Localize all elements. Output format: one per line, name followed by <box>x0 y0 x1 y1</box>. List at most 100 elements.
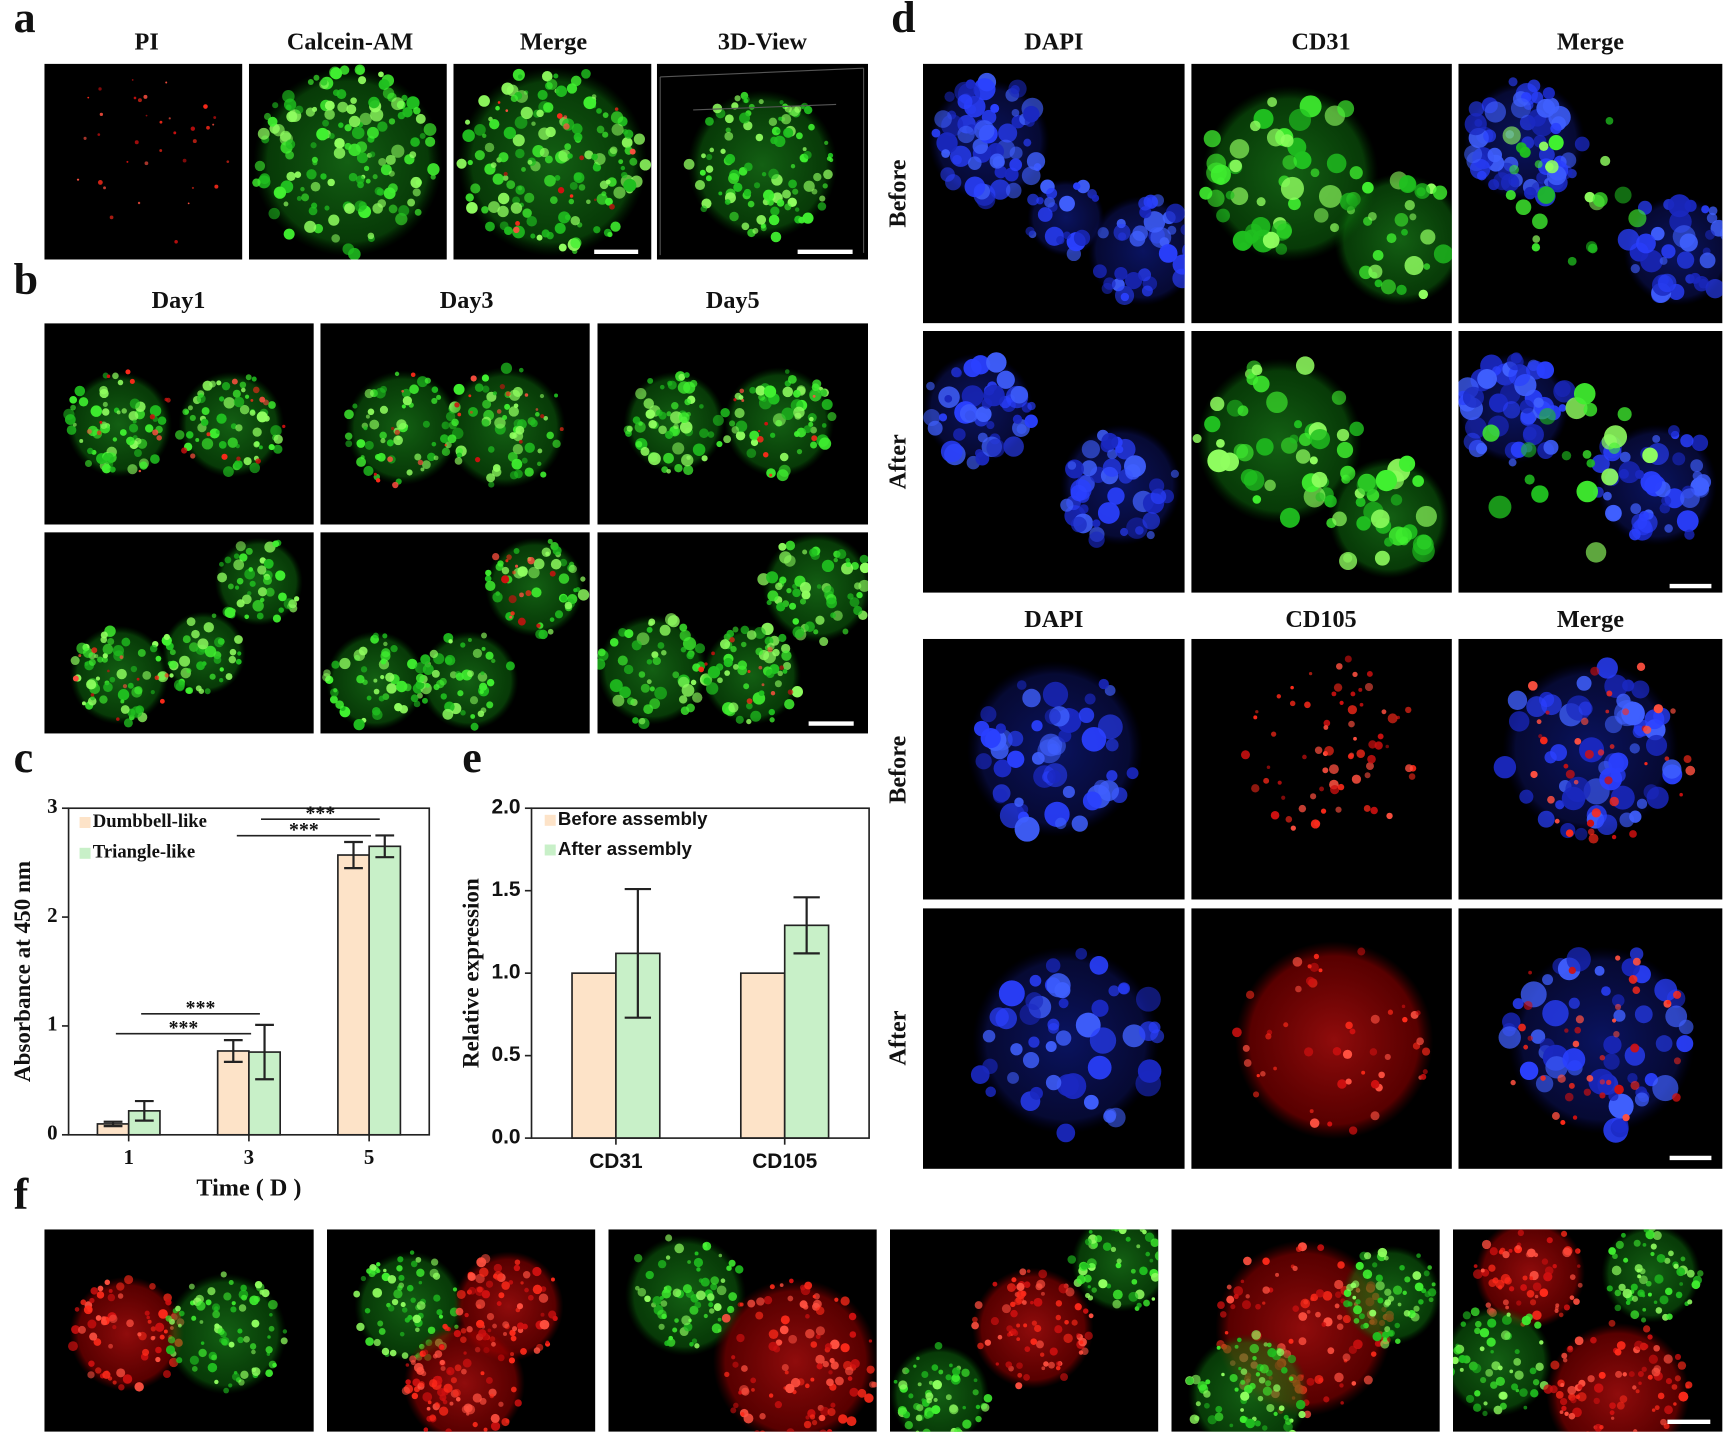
cell <box>699 404 704 409</box>
cell <box>632 416 641 425</box>
cell <box>1048 1361 1055 1369</box>
cell <box>1392 1285 1403 1295</box>
cell <box>1197 1381 1208 1391</box>
cell <box>1587 828 1595 836</box>
cell <box>378 78 390 90</box>
cell <box>596 193 608 205</box>
cell <box>1360 1324 1366 1330</box>
cell <box>689 1341 694 1347</box>
cell <box>735 715 744 724</box>
cell <box>1659 1295 1669 1305</box>
cell <box>348 172 358 182</box>
cell <box>680 646 687 653</box>
cell <box>441 1398 446 1402</box>
cell <box>234 635 243 644</box>
cell <box>550 1277 555 1282</box>
cell <box>1311 471 1328 488</box>
legend-label: Before assembly <box>558 808 708 829</box>
cell <box>1295 1246 1302 1253</box>
cell <box>804 1383 810 1389</box>
cell <box>230 1306 237 1313</box>
cell <box>112 645 124 657</box>
cell <box>122 1374 133 1384</box>
cell <box>251 376 257 382</box>
cell <box>1031 1320 1038 1326</box>
cell <box>1151 1297 1156 1301</box>
cell <box>275 570 286 581</box>
cell <box>1586 1074 1594 1082</box>
cell <box>850 1359 860 1369</box>
cell <box>621 137 633 148</box>
cell <box>515 221 520 226</box>
cell <box>857 1388 867 1398</box>
cell <box>145 424 154 433</box>
cell <box>780 114 792 125</box>
cell <box>724 114 734 124</box>
cell <box>1251 364 1263 376</box>
cell <box>661 1313 667 1320</box>
cell <box>1539 407 1556 425</box>
cell <box>1383 1255 1389 1261</box>
cell <box>99 420 103 424</box>
cell <box>311 202 318 209</box>
cell <box>423 123 437 136</box>
panel-letter: e <box>462 733 482 782</box>
cell <box>1070 479 1092 501</box>
cell <box>1114 285 1135 306</box>
cell <box>485 569 492 577</box>
cell <box>498 1401 504 1407</box>
cell <box>1307 964 1312 969</box>
cell <box>1663 1354 1673 1364</box>
cell <box>481 418 490 427</box>
cell <box>554 393 559 398</box>
cell <box>481 632 487 639</box>
cell <box>1118 1229 1127 1235</box>
cell <box>99 385 108 395</box>
cell <box>1357 947 1366 956</box>
cell <box>175 430 185 440</box>
cell <box>1647 1292 1652 1297</box>
cell <box>394 702 403 712</box>
cell <box>1056 235 1065 245</box>
cell <box>515 564 519 568</box>
cell <box>1685 1385 1690 1389</box>
cell <box>1120 527 1129 537</box>
cell <box>1335 806 1342 813</box>
cell <box>159 1334 165 1340</box>
cell <box>1567 1385 1577 1395</box>
cell <box>262 399 269 406</box>
cell <box>1115 1219 1120 1224</box>
error-bar <box>624 887 652 1019</box>
image-title: CD31 <box>1291 29 1350 56</box>
cell <box>1372 1331 1382 1342</box>
cell <box>482 399 492 409</box>
cell <box>129 398 141 409</box>
cell <box>1287 1354 1297 1364</box>
cell <box>1562 1048 1586 1072</box>
cell <box>386 683 397 694</box>
cell <box>1240 1408 1244 1412</box>
cell <box>182 158 187 163</box>
cell <box>626 697 635 705</box>
cell <box>1542 87 1555 100</box>
cell <box>610 111 624 124</box>
cell <box>288 599 298 609</box>
cell <box>1599 1079 1605 1085</box>
cell <box>103 682 113 693</box>
cell <box>149 1283 156 1290</box>
cell <box>645 1270 654 1280</box>
cell <box>251 1319 260 1328</box>
cell <box>1331 691 1337 697</box>
cell <box>1610 1119 1629 1138</box>
cell <box>430 174 436 180</box>
cell <box>1236 444 1254 462</box>
cell <box>1370 1079 1380 1089</box>
cell <box>672 671 680 679</box>
cell <box>1603 1053 1620 1070</box>
cell <box>767 199 774 206</box>
cell <box>1513 1358 1522 1366</box>
cell <box>802 212 814 224</box>
cell <box>124 1275 134 1285</box>
cell <box>1632 957 1641 966</box>
cell <box>933 1397 938 1403</box>
